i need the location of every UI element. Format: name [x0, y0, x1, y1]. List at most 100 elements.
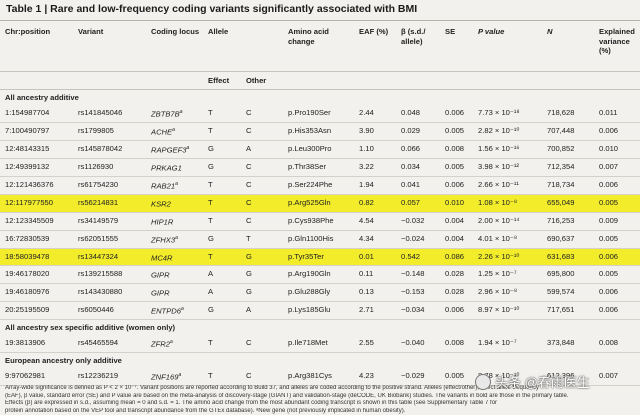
- cell-explained-variance: 0.005: [594, 230, 640, 248]
- cell-variant: rs6050446: [73, 302, 146, 320]
- cell-amino-acid-change: p.Arg190Gln: [283, 266, 354, 284]
- cell-other-allele: G: [241, 284, 283, 302]
- subheader-spacer: [0, 72, 203, 90]
- header-n: N: [542, 21, 594, 72]
- cell-p-value: 1.25 × 10⁻⁷: [473, 266, 542, 284]
- cell-other-allele: G: [241, 248, 283, 266]
- cell-beta: −0.040: [396, 335, 440, 352]
- cell-p-value: 3.98 × 10⁻¹²: [473, 158, 542, 176]
- gene-name: RAPGEF3: [151, 145, 186, 154]
- cell-other-allele: C: [241, 105, 283, 122]
- section-label: European ancestry only additive: [0, 353, 640, 369]
- cell-eaf: 3.22: [354, 158, 396, 176]
- cell-p-value: 8.97 × 10⁻¹⁰: [473, 302, 542, 320]
- cell-eaf: 0.82: [354, 194, 396, 212]
- cell-n: 716,253: [542, 212, 594, 230]
- cell-amino-acid-change: p.Leu300Pro: [283, 140, 354, 158]
- cell-coding-locus: MC4R: [146, 248, 203, 266]
- cell-effect-allele: T: [203, 368, 241, 385]
- cell-effect-allele: T: [203, 122, 241, 140]
- subheader-effect: Effect: [203, 72, 241, 90]
- cell-explained-variance: 0.005: [594, 266, 640, 284]
- cell-variant: rs13447324: [73, 248, 146, 266]
- header-variant: Variant: [73, 21, 146, 72]
- gene-footnote-mark: a: [175, 181, 178, 187]
- table-title: Table 1 | Rare and low-frequency coding …: [6, 3, 417, 15]
- cell-n: 717,651: [542, 302, 594, 320]
- cell-coding-locus: KSR2: [146, 194, 203, 212]
- cell-variant: rs61754230: [73, 176, 146, 194]
- cell-eaf: 4.54: [354, 212, 396, 230]
- header-allele: Allele: [203, 21, 283, 72]
- cell-beta: −0.024: [396, 230, 440, 248]
- cell-coding-locus: ACHEa: [146, 122, 203, 140]
- cell-se: 0.086: [440, 248, 473, 266]
- cell-beta: 0.041: [396, 176, 440, 194]
- cell-beta: −0.034: [396, 302, 440, 320]
- gene-footnote-mark: a: [186, 145, 189, 151]
- gene-footnote-mark: a: [172, 127, 175, 133]
- cell-other-allele: A: [241, 302, 283, 320]
- cell-other-allele: T: [241, 230, 283, 248]
- cell-coding-locus: GIPR: [146, 284, 203, 302]
- cell-eaf: 3.90: [354, 122, 396, 140]
- cell-explained-variance: 0.006: [594, 248, 640, 266]
- cell-variant: rs1799805: [73, 122, 146, 140]
- section-header-row: European ancestry only additive: [0, 353, 640, 369]
- cell-other-allele: C: [241, 335, 283, 352]
- cell-eaf: 2.44: [354, 105, 396, 122]
- cell-se: 0.006: [440, 302, 473, 320]
- gene-name: ACHE: [151, 127, 172, 136]
- cell-n: 599,574: [542, 284, 594, 302]
- cell-p-value: 2.96 × 10⁻⁸: [473, 284, 542, 302]
- cell-amino-acid-change: p.Lys185Glu: [283, 302, 354, 320]
- gene-name: ZBTB7B: [151, 110, 180, 119]
- watermark-logo-icon: [475, 374, 491, 390]
- cell-eaf: 2.55: [354, 335, 396, 352]
- header-amino-acid-change: Amino acid change: [283, 21, 354, 72]
- watermark-text: 头条 @春雨医生: [495, 372, 590, 391]
- cell-effect-allele: T: [203, 248, 241, 266]
- cell-se: 0.008: [440, 335, 473, 352]
- cell-n: 695,800: [542, 266, 594, 284]
- cell-chr-position: 12:123345509: [0, 212, 73, 230]
- cell-chr-position: 12:121436376: [0, 176, 73, 194]
- cell-effect-allele: G: [203, 140, 241, 158]
- cell-variant: rs34149579: [73, 212, 146, 230]
- cell-other-allele: C: [241, 122, 283, 140]
- cell-se: 0.008: [440, 140, 473, 158]
- cell-other-allele: C: [241, 194, 283, 212]
- cell-coding-locus: PRKAG1: [146, 158, 203, 176]
- variants-table: Chr:position Variant Coding locus Allele…: [0, 21, 640, 386]
- cell-p-value: 2.66 × 10⁻¹¹: [473, 176, 542, 194]
- cell-se: 0.004: [440, 230, 473, 248]
- cell-explained-variance: 0.006: [594, 284, 640, 302]
- cell-se: 0.028: [440, 284, 473, 302]
- gene-name: PRKAG1: [151, 163, 182, 172]
- gene-footnote-mark: a: [170, 339, 173, 345]
- cell-coding-locus: ZBTB7Ba: [146, 105, 203, 122]
- footnote-line: (EAF), β value, standard error (SE) and …: [5, 393, 635, 401]
- cell-coding-locus: RAPGEF3a: [146, 140, 203, 158]
- header-p-value: P value: [473, 21, 542, 72]
- header-eaf: EAF (%): [354, 21, 396, 72]
- cell-chr-position: 12:48143315: [0, 140, 73, 158]
- cell-other-allele: A: [241, 140, 283, 158]
- cell-amino-acid-change: p.Tyr35Ter: [283, 248, 354, 266]
- cell-variant: rs56214831: [73, 194, 146, 212]
- cell-eaf: 2.71: [354, 302, 396, 320]
- header-coding-locus: Coding locus: [146, 21, 203, 72]
- cell-chr-position: 1:154987704: [0, 105, 73, 122]
- cell-amino-acid-change: p.Ser224Phe: [283, 176, 354, 194]
- gene-name: HIP1R: [151, 217, 173, 226]
- cell-coding-locus: HIP1R: [146, 212, 203, 230]
- gene-name: ENTPD6: [151, 307, 181, 316]
- cell-n: 718,628: [542, 105, 594, 122]
- cell-variant: rs141845046: [73, 105, 146, 122]
